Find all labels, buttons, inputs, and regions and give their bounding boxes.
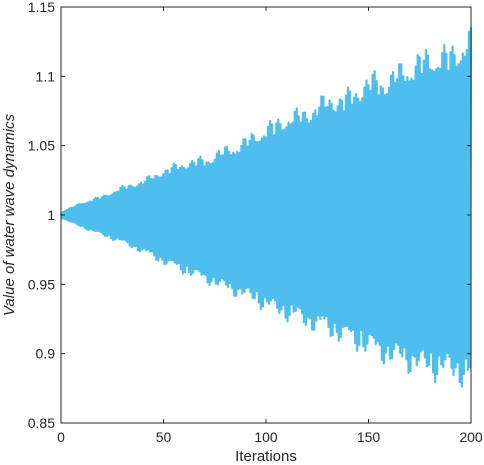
x-axis-label: Iterations (235, 448, 297, 465)
x-axis: 0 50 100 150 200 (57, 7, 483, 445)
x-tick-label: 200 (459, 429, 483, 445)
x-tick-label: 100 (254, 429, 278, 445)
y-tick-label: 1.1 (36, 68, 56, 84)
y-tick-label: 1 (47, 207, 55, 223)
y-tick-label: 1.05 (28, 138, 55, 154)
series-line (59, 27, 473, 388)
x-tick-label: 50 (156, 429, 172, 445)
y-axis-label: Value of water wave dynamics (1, 113, 18, 316)
y-tick-label: 0.95 (28, 276, 55, 292)
x-tick-label: 150 (357, 429, 381, 445)
x-tick-label: 0 (57, 429, 65, 445)
series-layer (59, 27, 473, 388)
y-tick-label: 1.15 (28, 0, 55, 15)
y-axis: 0.85 0.9 0.95 1 1.05 1.1 1.15 (28, 0, 471, 431)
y-tick-label: 0.85 (28, 415, 55, 431)
y-tick-label: 0.9 (36, 346, 56, 362)
